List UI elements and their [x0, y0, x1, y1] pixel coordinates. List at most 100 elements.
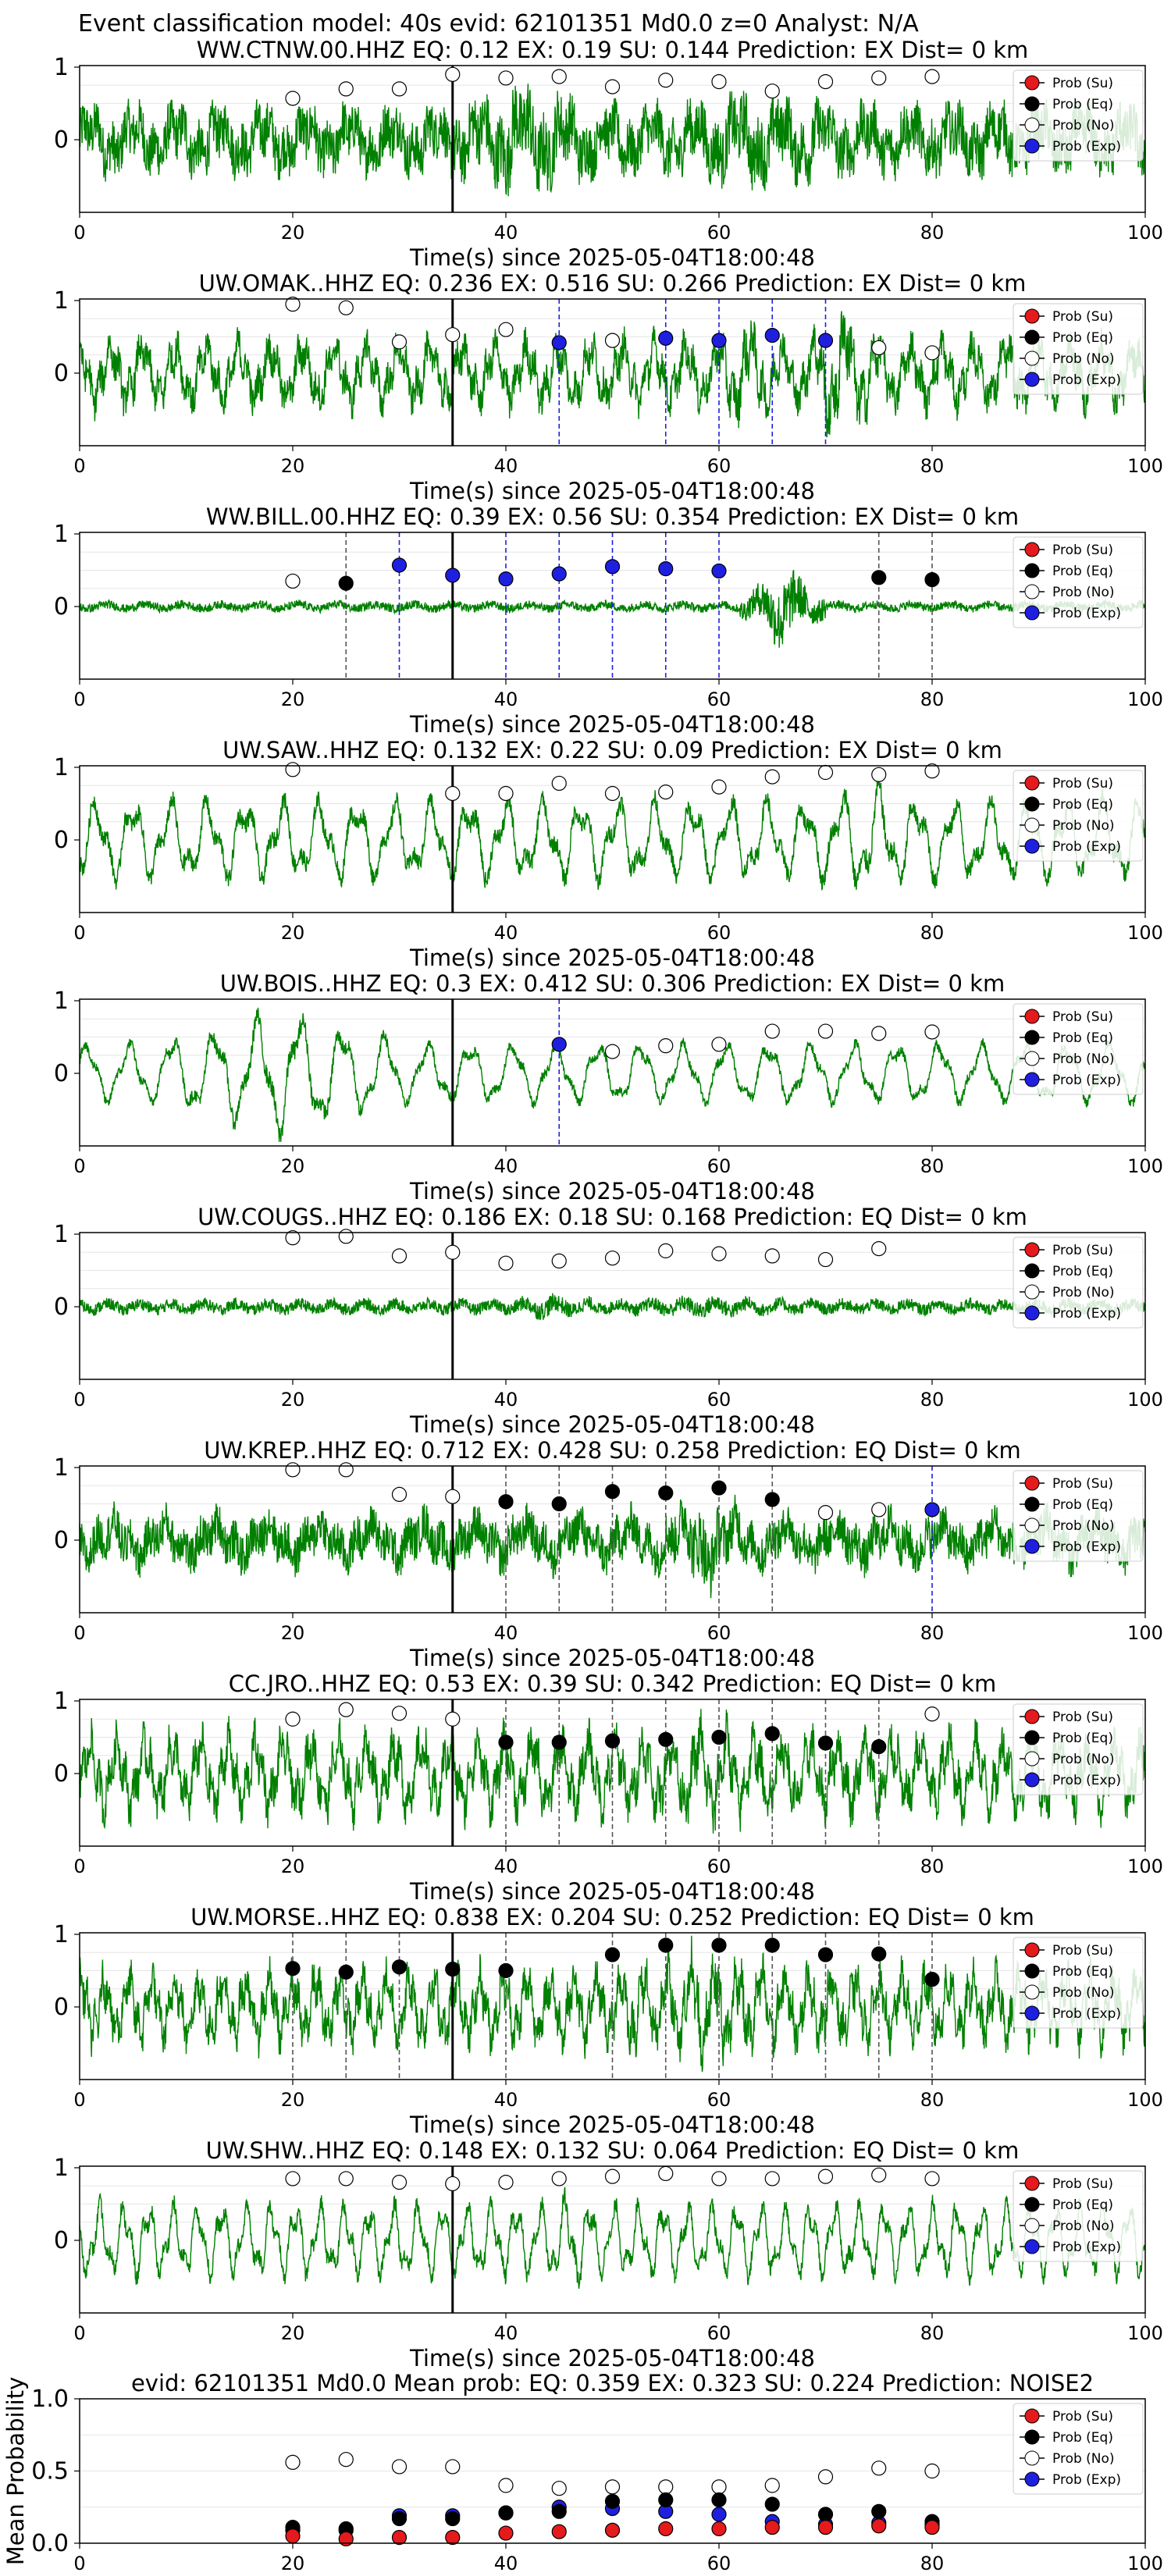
y-tick-label: 1 [54, 1921, 69, 1948]
eq-prob-point [711, 1480, 727, 1496]
legend-marker [1024, 1751, 1040, 1767]
noise-prob-point [498, 2175, 514, 2190]
x-axis-label: Time(s) since 2025-05-04T18:00:48 [409, 1178, 815, 1204]
legend-label: Prob (No) [1052, 118, 1115, 133]
legend-marker [1024, 1475, 1040, 1491]
legend-marker [1024, 1517, 1040, 1533]
y-tick-label: 0.0 [31, 2530, 69, 2557]
noise-prob-point [817, 1505, 834, 1521]
x-tick-label: 100 [1127, 1622, 1163, 1644]
axes-frame [79, 1932, 1146, 2080]
legend-frame [1013, 2403, 1144, 2495]
noise-prob-point [658, 2165, 674, 2182]
noise-prob-point [498, 322, 514, 337]
legend-marker [1024, 817, 1040, 833]
legend-marker [1024, 1051, 1040, 1066]
eq-prob-point [764, 1937, 780, 1953]
legend-label: Prob (Su) [1052, 1710, 1113, 1725]
station-panel: WW.BILL.00.HHZ EQ: 0.39 EX: 0.56 SU: 0.3… [54, 503, 1163, 738]
x-tick-label: 40 [494, 1389, 518, 1411]
x-tick-label: 60 [707, 922, 731, 944]
x-axis-label: Time(s) since 2025-05-04T18:00:48 [409, 2112, 815, 2138]
legend-frame [1013, 1236, 1144, 1329]
x-tick-label: 60 [707, 1155, 731, 1177]
mean-point-probexp [711, 2507, 727, 2522]
legend-label: Prob (Eq) [1052, 2430, 1113, 2446]
x-axis-label: Time(s) since 2025-05-04T18:00:48 [409, 2345, 815, 2371]
legend-label: Prob (Su) [1052, 2409, 1113, 2425]
noise-prob-point [658, 73, 674, 88]
x-tick-label: 0 [73, 2322, 85, 2344]
x-tick-label: 60 [707, 2089, 731, 2111]
y-tick-label: 1 [54, 754, 69, 781]
axes-frame [79, 765, 1146, 913]
eq-prob-point [338, 575, 354, 591]
x-tick-label: 40 [494, 688, 518, 710]
x-tick-label: 40 [494, 2553, 518, 2574]
x-tick-label: 20 [281, 455, 305, 477]
panel-title: UW.MORSE..HHZ EQ: 0.838 EX: 0.204 SU: 0.… [190, 1904, 1034, 1930]
axes-frame [79, 1465, 1146, 1614]
axes-frame [79, 1699, 1146, 1847]
x-tick-label: 20 [281, 2322, 305, 2344]
mean-point-probno [658, 2479, 674, 2495]
mean-point-probeq [445, 2510, 461, 2527]
noise-prob-point [498, 1255, 514, 1271]
legend-marker [1024, 350, 1040, 366]
legend-marker [1024, 75, 1040, 91]
legend-marker [1024, 1284, 1040, 1300]
noise-prob-point [817, 1023, 834, 1039]
noise-prob-point [871, 767, 887, 782]
x-tick-label: 40 [494, 222, 518, 244]
noise-prob-point [604, 333, 621, 348]
x-tick-label: 80 [920, 688, 945, 710]
legend-marker [1024, 775, 1040, 791]
x-tick-label: 100 [1127, 455, 1163, 477]
legend-marker [1024, 2408, 1040, 2424]
x-tick-label: 40 [494, 2322, 518, 2344]
legend-marker [1024, 1772, 1040, 1788]
y-tick-label: 1 [54, 54, 69, 81]
axes-frame [79, 532, 1146, 680]
y-tick-label: 0.5 [31, 2458, 69, 2485]
eq-prob-point [498, 1735, 514, 1750]
eq-prob-point [871, 1738, 887, 1755]
x-tick-label: 40 [494, 455, 518, 477]
x-tick-label: 40 [494, 922, 518, 944]
noise-prob-point [711, 1037, 727, 1052]
mean-point-probno [551, 2481, 567, 2496]
noise-prob-point [604, 1251, 621, 1266]
legend-marker [1024, 542, 1040, 557]
y-tick-label: 0 [54, 1060, 69, 1087]
panel-legend: Prob (Su) Prob (Eq) Prob (No) Prob (Exp) [1013, 1937, 1144, 2029]
y-tick-label: 0 [54, 360, 69, 387]
station-panel: UW.SHW..HHZ EQ: 0.148 EX: 0.132 SU: 0.06… [54, 2137, 1163, 2371]
exp-prob-point [817, 333, 834, 348]
axes-frame [79, 298, 1146, 447]
x-tick-label: 80 [920, 1622, 945, 1644]
legend-marker [1024, 96, 1040, 112]
mean-point-probno [711, 2479, 727, 2495]
x-tick-label: 100 [1127, 1389, 1163, 1411]
x-tick-label: 100 [1127, 922, 1163, 944]
noise-prob-point [391, 1486, 408, 1503]
noise-prob-point [924, 1706, 940, 1722]
noise-prob-point [711, 779, 727, 795]
noise-prob-point [871, 70, 887, 86]
noise-prob-point [338, 1702, 354, 1717]
noise-prob-point [445, 1711, 461, 1727]
legend-label: Prob (Eq) [1052, 1264, 1113, 1279]
legend-label: Prob (Su) [1052, 309, 1113, 325]
panel-title: WW.CTNW.00.HHZ EQ: 0.12 EX: 0.19 SU: 0.1… [197, 37, 1029, 63]
legend-marker [1024, 2239, 1040, 2254]
legend-marker [1024, 2429, 1040, 2445]
x-axis-label: Time(s) since 2025-05-04T18:00:48 [409, 1878, 815, 1905]
legend-marker [1024, 1709, 1040, 1724]
noise-prob-point [445, 2176, 461, 2192]
legend-marker [1024, 117, 1040, 133]
legend-label: Prob (Su) [1052, 776, 1113, 792]
exp-prob-point [658, 330, 674, 346]
legend-frame [1013, 1003, 1144, 1095]
x-tick-label: 80 [920, 1389, 945, 1411]
